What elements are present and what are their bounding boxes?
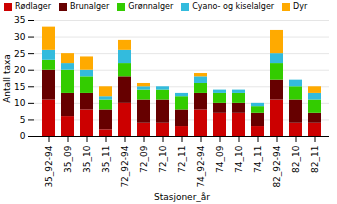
html-text:Dyr: Dyr [293,2,308,11]
svg-text:Antall taxa: Antall taxa [2,54,12,103]
svg-text:10: 10 [14,98,26,108]
svg-text:15: 15 [14,82,25,92]
html-text:Brunalger: Brunalger [70,2,110,11]
html-text:Cyano- og kiselalger: Cyano- og kiselalger [192,2,275,11]
svg-text:72_10: 72_10 [158,145,168,173]
svg-text:82_92-94: 82_92-94 [272,145,282,187]
svg-text:30: 30 [14,32,26,42]
svg-text:25: 25 [14,49,25,59]
svg-text:74_92-94: 74_92-94 [196,145,206,187]
svg-text:72_11: 72_11 [177,146,187,173]
svg-text:74_09: 74_09 [215,145,225,173]
svg-text:35_09: 35_09 [63,145,73,173]
svg-text:72_92-94: 72_92-94 [120,145,130,187]
svg-text:0: 0 [20,131,26,141]
svg-text:72_09: 72_09 [139,145,149,173]
html-text:Rødlager: Rødlager [15,2,51,11]
svg-text:20: 20 [14,65,26,75]
html-text:Grønnalger: Grønnalger [128,2,174,11]
svg-text:35_92-94: 35_92-94 [44,145,54,187]
svg-text:5: 5 [20,115,26,125]
svg-text:74_10: 74_10 [234,145,244,173]
svg-text:82_11: 82_11 [310,146,320,173]
svg-text:74_11: 74_11 [253,146,263,173]
svg-text:Stasjoner_år: Stasjoner_år [154,192,210,202]
svg-text:35_11: 35_11 [101,146,111,173]
svg-text:35: 35 [14,15,25,25]
svg-text:35_10: 35_10 [82,145,92,173]
svg-text:82_10: 82_10 [291,145,301,173]
